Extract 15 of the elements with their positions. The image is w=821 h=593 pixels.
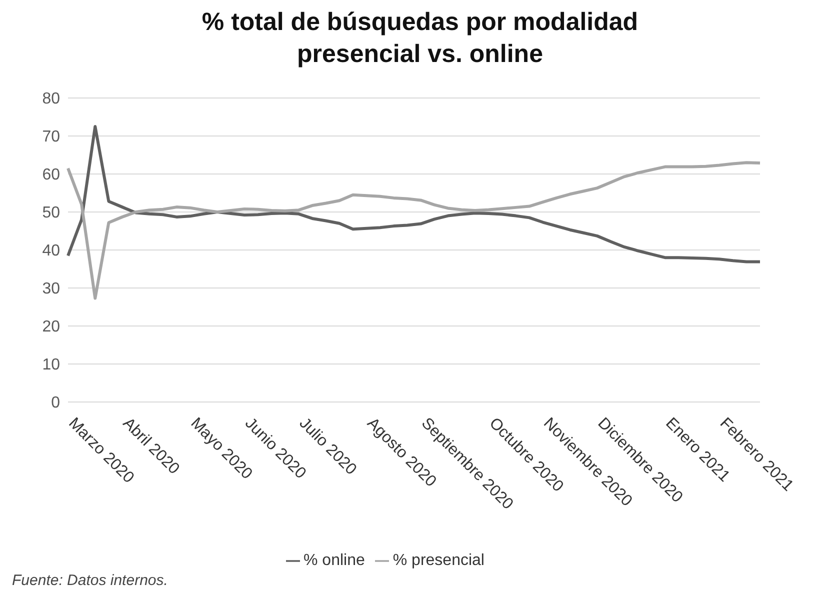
y-tick-label: 40 (42, 242, 60, 260)
y-tick-label: 20 (42, 318, 60, 336)
y-tick-label: 10 (42, 356, 60, 374)
legend-label: % online (304, 552, 365, 569)
source-note: Fuente: Datos internos. (12, 572, 168, 589)
legend-label: % presencial (392, 552, 484, 569)
y-tick-label: 80 (42, 90, 60, 108)
line-series (66, 161, 762, 300)
line-series (66, 125, 762, 264)
y-tick-label: 70 (42, 128, 60, 146)
y-tick-label: 50 (42, 204, 60, 222)
chart-title: % total de búsquedas por modalidad presencial vs. online (200, 7, 640, 70)
y-tick-label: 60 (42, 166, 60, 184)
y-tick-label: 30 (42, 280, 60, 298)
y-tick-label: 0 (51, 394, 60, 412)
